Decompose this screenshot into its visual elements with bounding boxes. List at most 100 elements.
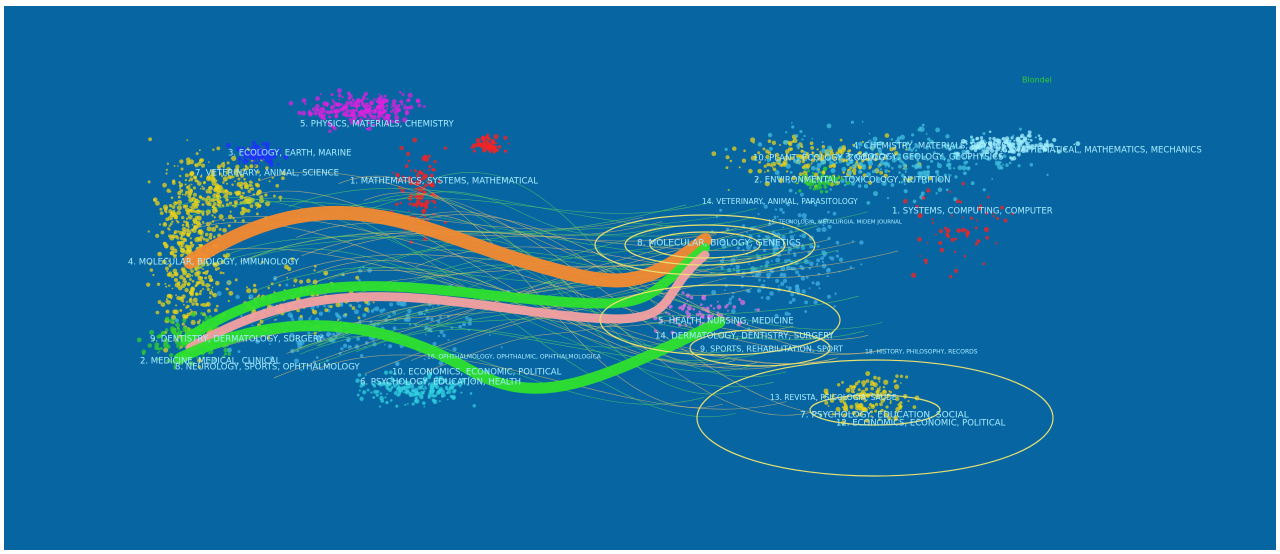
dot bbox=[785, 149, 790, 154]
dot bbox=[1000, 166, 1004, 170]
dot bbox=[222, 227, 227, 233]
cluster-label: 9. SPORTS, REHABILITATION, SPORT bbox=[700, 345, 843, 354]
dot bbox=[819, 150, 822, 153]
dot bbox=[825, 179, 828, 182]
dot bbox=[954, 268, 959, 273]
dot bbox=[876, 176, 881, 182]
dot bbox=[870, 410, 874, 414]
dot bbox=[785, 152, 788, 155]
dot bbox=[327, 121, 333, 127]
dot bbox=[291, 318, 295, 322]
cluster-label: 6. PSYCHOLOGY, EDUCATION, HEALTH bbox=[360, 378, 521, 388]
dot bbox=[372, 396, 376, 399]
dot bbox=[771, 161, 777, 167]
dot bbox=[815, 263, 819, 266]
dot bbox=[974, 226, 978, 230]
dot bbox=[377, 111, 383, 117]
dot bbox=[188, 196, 191, 198]
dot bbox=[250, 149, 253, 152]
link-thick bbox=[180, 243, 710, 345]
dot bbox=[791, 297, 796, 302]
dot bbox=[907, 400, 910, 403]
dot bbox=[966, 235, 969, 238]
dot bbox=[186, 185, 191, 190]
dot bbox=[960, 227, 966, 233]
dot bbox=[202, 237, 206, 241]
dot bbox=[394, 361, 400, 366]
dot bbox=[317, 111, 324, 117]
dot bbox=[206, 269, 209, 273]
cluster-label: 3. ECOLOGY, EARTH, MARINE bbox=[228, 149, 351, 159]
dot bbox=[917, 237, 922, 242]
dot bbox=[378, 405, 382, 408]
dot bbox=[890, 138, 894, 141]
dot bbox=[344, 108, 350, 114]
dot bbox=[771, 140, 777, 145]
dot bbox=[413, 195, 417, 199]
dot bbox=[954, 155, 959, 160]
dot bbox=[441, 392, 446, 398]
dot bbox=[397, 391, 402, 395]
dot bbox=[1056, 149, 1062, 154]
dot bbox=[823, 183, 826, 186]
dot bbox=[757, 142, 763, 147]
dot bbox=[424, 325, 429, 330]
cluster-label: 4. CHEMISTRY, MATERIALS, PHYSICS bbox=[853, 142, 1007, 152]
dot bbox=[861, 380, 867, 386]
dot bbox=[961, 165, 967, 171]
dot bbox=[408, 202, 412, 206]
dot bbox=[1017, 164, 1021, 168]
dot bbox=[911, 164, 915, 168]
dot bbox=[192, 243, 195, 246]
dot bbox=[177, 165, 179, 167]
dot bbox=[391, 387, 393, 390]
dot bbox=[985, 212, 988, 215]
dot bbox=[206, 175, 211, 179]
dot bbox=[315, 96, 320, 101]
dot bbox=[946, 144, 950, 147]
dot bbox=[897, 164, 902, 169]
dot bbox=[155, 233, 160, 238]
dot bbox=[825, 268, 831, 273]
dot bbox=[252, 283, 257, 288]
dot bbox=[767, 139, 772, 143]
dot bbox=[971, 138, 975, 142]
dot bbox=[918, 174, 924, 180]
dot bbox=[384, 110, 387, 113]
dot bbox=[354, 108, 358, 112]
dot bbox=[803, 174, 808, 179]
dot bbox=[795, 287, 799, 291]
dot bbox=[810, 264, 813, 267]
dot bbox=[892, 146, 897, 151]
dot bbox=[813, 172, 819, 178]
dot bbox=[841, 380, 844, 384]
dot bbox=[372, 106, 375, 109]
dot bbox=[852, 143, 855, 147]
dot bbox=[185, 190, 189, 195]
dot bbox=[410, 384, 415, 389]
cluster-label: 2. MEDICINE, MEDICAL, CLINICAL bbox=[140, 357, 281, 367]
dot bbox=[438, 360, 444, 366]
dot bbox=[947, 173, 950, 176]
dot bbox=[908, 175, 911, 178]
dot bbox=[1005, 163, 1009, 168]
dot bbox=[763, 204, 768, 209]
dot bbox=[384, 396, 387, 399]
dot bbox=[507, 142, 510, 145]
dot bbox=[927, 137, 931, 141]
dot bbox=[848, 384, 853, 389]
dot bbox=[811, 151, 814, 154]
dot bbox=[200, 163, 206, 168]
dot bbox=[955, 151, 960, 156]
dot bbox=[376, 389, 380, 394]
dot bbox=[867, 406, 870, 409]
dot bbox=[943, 173, 947, 177]
dot bbox=[887, 416, 892, 421]
dot bbox=[330, 106, 333, 109]
dot bbox=[406, 98, 411, 103]
dot bbox=[976, 219, 979, 222]
dot bbox=[840, 175, 843, 178]
dot bbox=[829, 151, 835, 156]
dot bbox=[171, 205, 176, 209]
